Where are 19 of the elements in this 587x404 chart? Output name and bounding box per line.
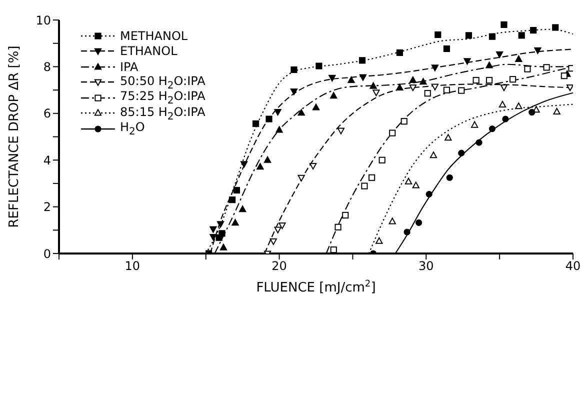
x-tick-label: 10 <box>124 259 140 274</box>
x-tick-label: 20 <box>272 259 287 274</box>
x-axis-title: FLUENCE [mJ/cm$^{2}$] <box>256 280 376 296</box>
legend-label: METHANOL <box>120 28 188 43</box>
x-tick-label: 40 <box>565 259 581 274</box>
y-tick-label: 0 <box>43 246 51 261</box>
y-axis-title: REFLECTANCE DROP ΔR [%] <box>7 46 22 228</box>
legend-label: IPA <box>120 60 138 74</box>
y-tick-label: 6 <box>43 106 51 121</box>
legend-label: 85:15 H$_{2}$O:IPA <box>120 104 206 122</box>
y-tick-label: 8 <box>43 60 51 74</box>
legend-label: 75:25 H$_{2}$O:IPA <box>120 89 206 106</box>
legend-label: H$_{2}$O <box>120 120 145 138</box>
y-tick-label: 2 <box>43 200 51 214</box>
x-tick-label: 30 <box>418 259 434 274</box>
y-tick-label: 10 <box>36 13 51 28</box>
y-tick-label: 4 <box>43 153 51 168</box>
legend-label: 50:50 H$_{2}$O:IPA <box>120 74 206 91</box>
legend-label: ETHANOL <box>120 44 178 58</box>
